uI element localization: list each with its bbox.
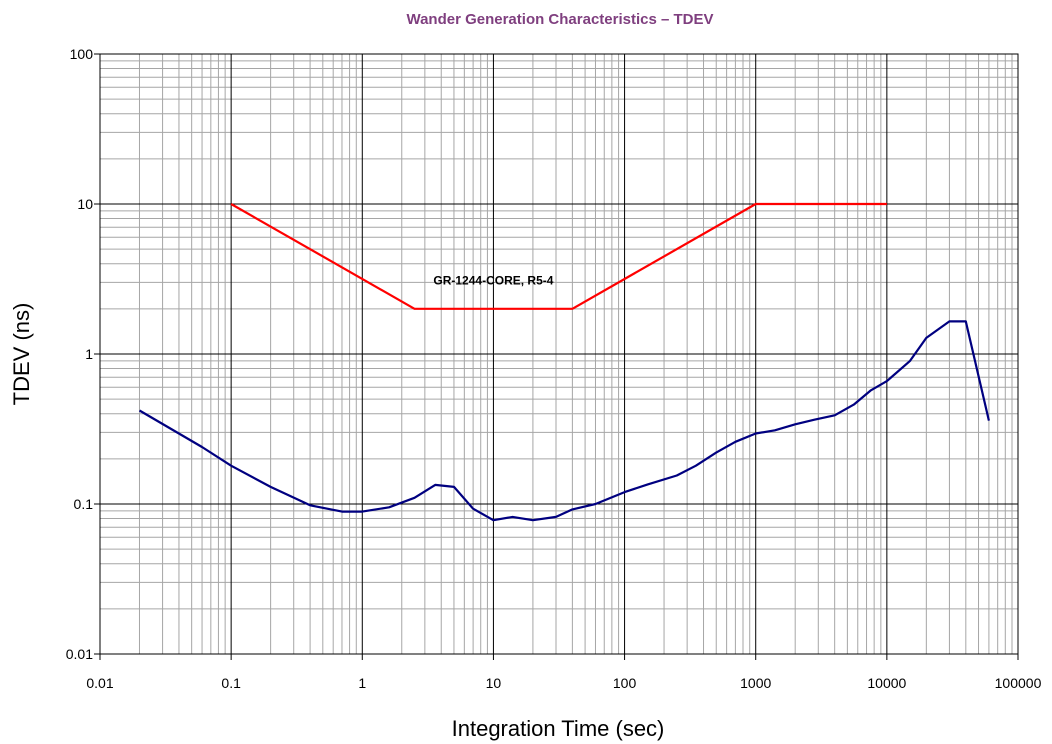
series-layer — [138, 202, 990, 522]
axis-ticks — [94, 53, 1019, 660]
measured-tdev-line — [138, 320, 990, 522]
y-tick-label: 10 — [77, 196, 93, 212]
y-tick-label: 1 — [85, 346, 93, 362]
y-tick-label: 0.01 — [66, 646, 93, 662]
y-tick-labels: 0.01 0.1 1 10 100 — [66, 46, 93, 662]
y-axis-title: TDEV (ns) — [9, 303, 34, 406]
x-tick-label: 0.1 — [221, 675, 241, 691]
limit-mask-line — [230, 202, 887, 310]
x-tick-label: 10000 — [867, 675, 906, 691]
x-tick-label: 1 — [358, 675, 366, 691]
chart-title: Wander Generation Characteristics – TDEV — [406, 11, 713, 28]
limit-mask-annotation: GR-1244-CORE, R5-4 — [433, 274, 553, 288]
x-tick-label: 100000 — [995, 675, 1042, 691]
x-tick-labels: 0.01 0.1 1 10 100 1000 10000 100000 — [86, 675, 1041, 691]
x-tick-label: 100 — [613, 675, 637, 691]
y-tick-label: 0.1 — [74, 496, 94, 512]
x-tick-label: 1000 — [740, 675, 771, 691]
y-tick-label: 100 — [70, 46, 94, 62]
x-tick-label: 10 — [486, 675, 502, 691]
x-tick-label: 0.01 — [86, 675, 113, 691]
x-axis-title: Integration Time (sec) — [452, 716, 665, 741]
